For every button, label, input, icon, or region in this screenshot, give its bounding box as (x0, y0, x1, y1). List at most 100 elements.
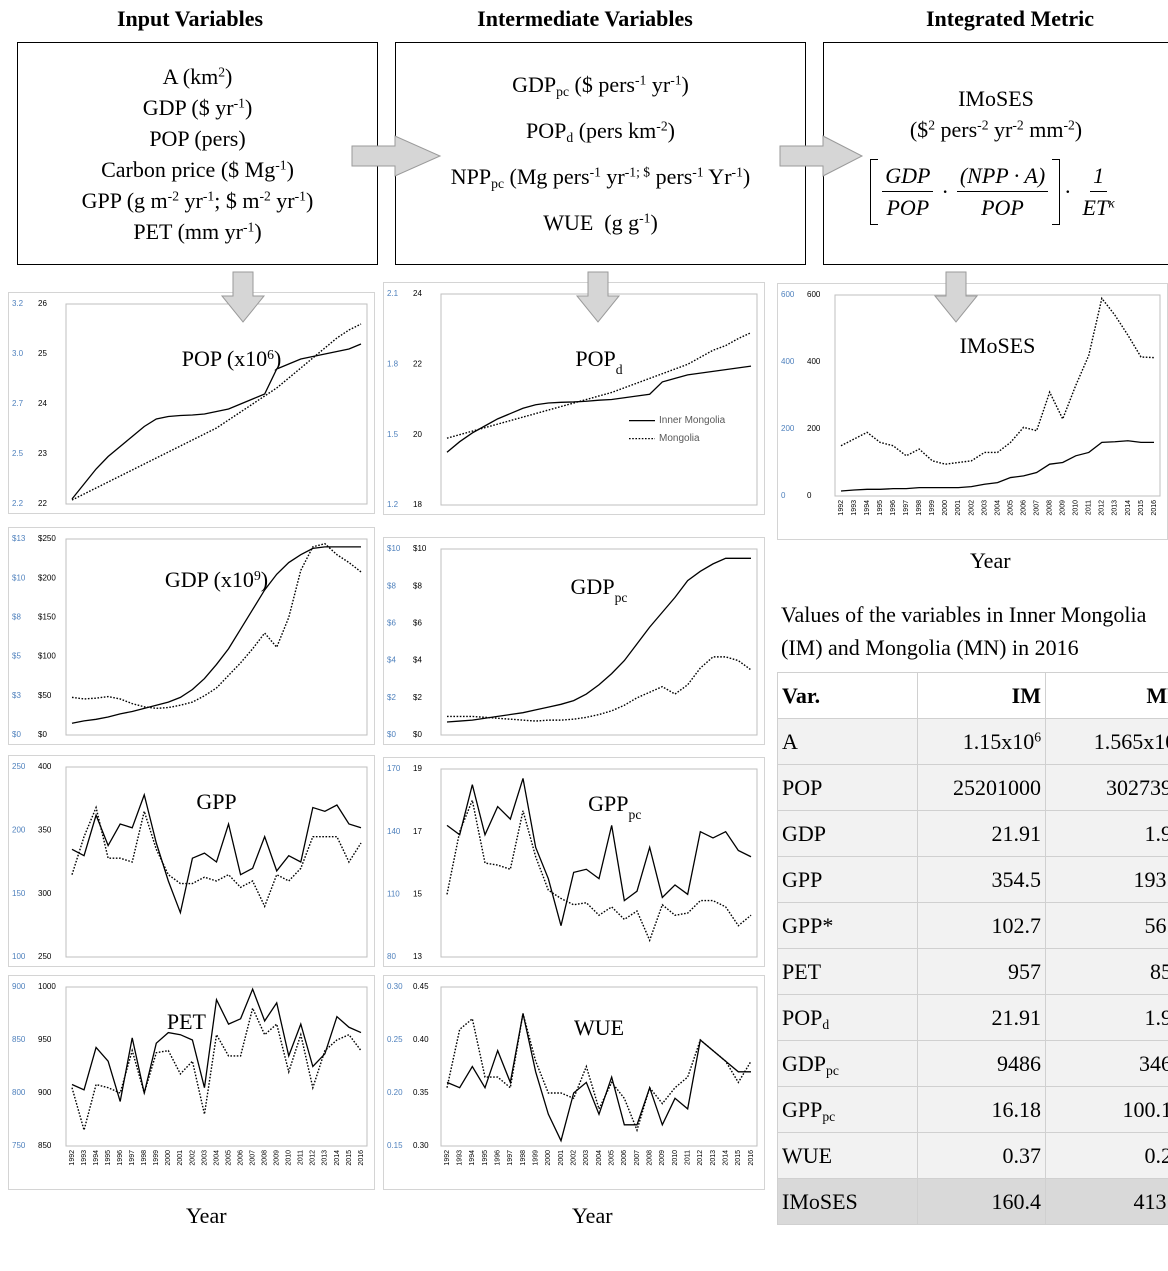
x-tick-label: 2015 (735, 1150, 742, 1166)
x-tick-label: 1994 (864, 500, 871, 516)
y-tick-label: $200 (38, 573, 56, 582)
axis-title: Year (186, 1203, 227, 1228)
y-tick-label: 2.1 (387, 289, 399, 298)
series-line (446, 1013, 752, 1133)
table-cell: GDPpc (777, 1040, 918, 1087)
y-tick-label: $8 (387, 581, 396, 590)
text: IMoSES (958, 85, 1034, 111)
plot-area (65, 766, 368, 958)
text: GPP (588, 791, 628, 816)
y-tick-label: 0.15 (387, 1141, 403, 1150)
y-tick-label: $10 (387, 544, 401, 553)
y-tick-label: $150 (38, 613, 56, 622)
x-tick-label: 2011 (685, 1150, 692, 1165)
x-tick-label: 2010 (1073, 500, 1080, 516)
text: ) (286, 156, 294, 182)
panel-title: IMoSES (960, 333, 1036, 358)
text: d (566, 129, 574, 145)
x-tick-label: 2003 (583, 1150, 590, 1166)
text: GDP (571, 574, 615, 599)
numerator: (NPP · A) (956, 160, 1049, 192)
table-cell: 853 (1045, 948, 1168, 995)
y-tick-label: 850 (12, 1035, 26, 1044)
y-tick-label: $100 (38, 652, 56, 661)
table-cell: 1.565x106 (1045, 718, 1168, 765)
x-tick-label: 2009 (274, 1150, 281, 1166)
text: PET (782, 958, 822, 984)
bracket (1052, 158, 1061, 225)
bracket (870, 158, 879, 225)
table-cell: 193.8 (1045, 856, 1168, 903)
y-tick-label: 200 (781, 424, 795, 433)
text: -1 (202, 188, 215, 203)
y-tick-label: 22 (38, 499, 47, 508)
y-tick-label: 600 (781, 290, 795, 299)
text: GPP (782, 866, 823, 892)
x-tick-label: 1995 (105, 1150, 112, 1166)
panel-frame (383, 757, 765, 967)
y-tick-label: $2 (387, 693, 396, 702)
x-tick-label: 2013 (322, 1150, 329, 1166)
table-cell: 102.7 (917, 902, 1046, 949)
text: -2 (259, 188, 271, 203)
text: 21.91 (991, 820, 1042, 846)
table-cell: 0.37 (917, 1132, 1046, 1179)
y-tick-label: $0 (12, 730, 21, 739)
y-tick-label: 24 (413, 289, 422, 298)
x-tick-label: 1998 (520, 1150, 527, 1166)
y-tick-label: 0 (807, 491, 812, 500)
box-line: GDPpc ($ pers-1 yr-1) (512, 62, 689, 108)
y-tick-label: 0 (781, 491, 786, 500)
y-tick-label: 80 (387, 952, 396, 961)
text: -1 (731, 164, 743, 179)
text: GPP (782, 1096, 823, 1122)
series-line (446, 332, 752, 439)
panel-title: GDPpc (571, 574, 628, 605)
y-tick-label: $10 (413, 544, 427, 553)
text: WUE (574, 1015, 624, 1040)
table-cell: 25201000 (917, 764, 1046, 811)
denominator: POP (883, 192, 932, 223)
table-cell: 9486 (917, 1040, 1046, 1087)
denominator: POP (978, 192, 1027, 223)
y-tick-label: 0.30 (387, 982, 403, 991)
y-tick-label: $4 (413, 656, 422, 665)
table: Var.IMMNA1.15x1061.565x106POP25201000302… (777, 672, 1168, 1225)
panel-title: POPd (575, 346, 622, 377)
text: POP (782, 1004, 823, 1030)
x-tick-label: 1996 (117, 1150, 124, 1166)
x-tick-label: 1995 (482, 1150, 489, 1166)
text: -1 (639, 210, 651, 225)
y-tick-label: 850 (38, 1141, 52, 1150)
box-line: NPPpc (Mg pers-1 yr-1; $ pers-1 Yr-1) (451, 154, 750, 200)
x-tick-label: 1993 (457, 1150, 464, 1166)
y-tick-label: 750 (12, 1141, 26, 1150)
text: ET (1082, 195, 1109, 220)
text: IMoSES (782, 1188, 858, 1214)
x-tick-label: 2004 (213, 1150, 220, 1166)
plot-area (834, 294, 1161, 497)
y-tick-label: $4 (387, 656, 396, 665)
y-tick-label: $5 (12, 652, 21, 661)
panel-title: WUE (574, 1015, 624, 1040)
y-tick-label: $3 (12, 691, 21, 700)
x-tick-label: 2006 (621, 1150, 628, 1166)
table-cell: WUE (777, 1132, 918, 1179)
text: (NPP · A) (959, 163, 1046, 188)
x-tick-label: 2005 (225, 1150, 232, 1166)
table-cell: 100.17 (1045, 1086, 1168, 1133)
y-tick-label: 1.8 (387, 359, 399, 368)
text: pc (822, 1108, 836, 1124)
text: 0.23 (1144, 1142, 1168, 1168)
text: pc (556, 83, 570, 99)
table-cell: 1.93 (1045, 810, 1168, 857)
table-cell: 160.4 (917, 1178, 1046, 1225)
table-cell: 3463 (1045, 1040, 1168, 1087)
table-cell: 3027398 (1045, 764, 1168, 811)
text: GDP (782, 1050, 827, 1076)
plot-area (440, 548, 758, 736)
y-tick-label: 17 (413, 827, 422, 836)
x-tick-label: 2016 (1151, 500, 1158, 516)
